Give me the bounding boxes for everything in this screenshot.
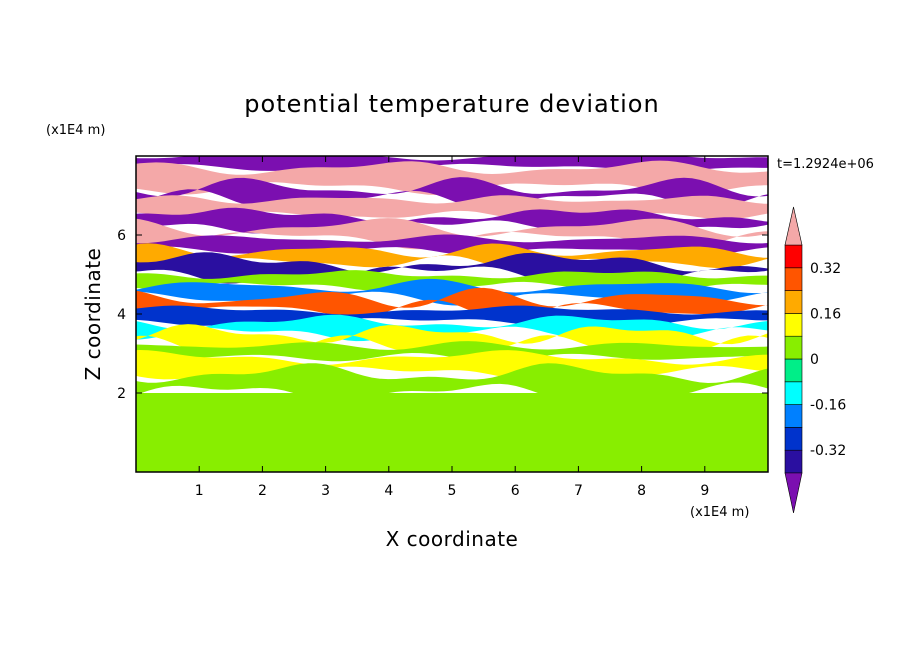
x-tick-label: 9 <box>700 483 709 499</box>
colorbar-tick-label: 0 <box>810 352 819 368</box>
y-tick-label: 6 <box>117 228 126 244</box>
x-tick-label: 6 <box>511 483 520 499</box>
colorbar-bin <box>784 381 803 405</box>
colorbar-bin <box>784 449 803 474</box>
contour-band <box>136 287 768 320</box>
colorbar-tick-label: -0.32 <box>810 443 846 459</box>
colorbar-tick-label: 0.16 <box>810 306 841 322</box>
x-unit-label: (x1E4 m) <box>690 505 749 520</box>
y-axis-label: Z coordinate <box>81 248 105 381</box>
colorbar-bin <box>784 290 803 314</box>
colorbar: 0.32 0.16 0 -0.16 -0.32 <box>784 206 846 514</box>
chart-title: potential temperature deviation <box>244 90 659 118</box>
colorbar-bin <box>784 313 803 337</box>
x-tick-label: 2 <box>258 483 267 499</box>
x-tick-label: 7 <box>574 483 583 499</box>
x-tick-label: 1 <box>195 483 204 499</box>
y-unit-label: (x1E4 m) <box>46 123 105 138</box>
colorbar-tick-label: -0.16 <box>810 398 846 414</box>
x-axis-label: X coordinate <box>386 527 519 551</box>
contour-band <box>136 218 768 250</box>
colorbar-bin <box>784 244 803 269</box>
colorbar-bin <box>784 267 803 291</box>
y-axis-ticks: 2 4 6 <box>117 228 768 402</box>
colorbar-bin <box>784 404 803 428</box>
colorbar-extend-max <box>784 206 803 246</box>
contour-band <box>136 393 768 472</box>
time-label: t=1.2924e+06 <box>777 157 874 172</box>
contour-band <box>136 243 768 270</box>
y-tick-label: 4 <box>117 307 126 323</box>
colorbar-extend-min <box>784 472 803 514</box>
x-tick-label: 5 <box>448 483 457 499</box>
colorbar-bin <box>784 427 803 451</box>
colorbar-bin <box>784 335 803 360</box>
x-tick-label: 3 <box>321 483 330 499</box>
x-tick-label: 8 <box>637 483 646 499</box>
colorbar-bin <box>784 358 803 383</box>
x-axis-ticks: 1 2 3 4 5 6 7 8 9 <box>195 156 709 499</box>
contour-field <box>136 156 768 472</box>
x-tick-label: 4 <box>384 483 393 499</box>
y-tick-label: 2 <box>117 386 126 402</box>
colorbar-tick-label: 0.32 <box>810 261 841 277</box>
plot-area <box>136 156 768 472</box>
contour-band <box>136 341 768 362</box>
contour-band <box>136 160 768 195</box>
